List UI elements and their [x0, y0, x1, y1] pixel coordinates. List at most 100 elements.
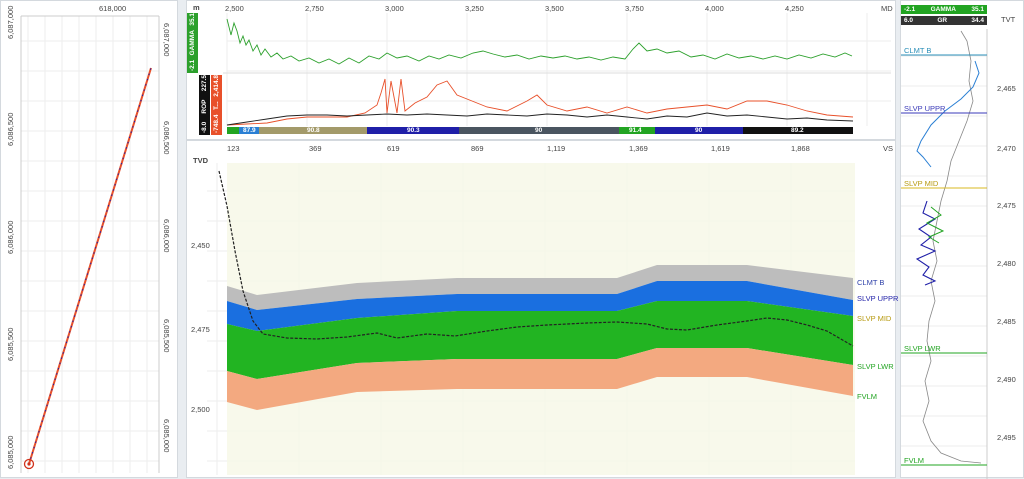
cross-section-panel[interactable]: 123 369 619 869 1,119 1,369 1,619 1,868 … [186, 140, 899, 479]
well-path-line[interactable] [28, 67, 152, 465]
clmt-b-band[interactable] [227, 265, 853, 310]
formation-label-fvlm: FVLM [857, 392, 878, 401]
top-label-slvp-lwr: SLVP LWR [904, 344, 941, 353]
tvt-tick: 2,470 [997, 144, 1016, 153]
map-left-tick: 6,087,000 [6, 5, 15, 39]
rop-curve [226, 112, 854, 126]
gamma-name: GAMMA [189, 30, 196, 56]
tvd-axis-label: TVD [193, 156, 208, 165]
md-unit-label: m [193, 3, 200, 12]
log-tracks-plot[interactable] [187, 1, 897, 141]
gamma-min: -2.1 [189, 59, 196, 71]
tvd-tick: 2,475 [191, 325, 210, 334]
md-tick: 4,000 [705, 4, 724, 13]
vs-tick: 369 [309, 144, 322, 153]
md-tick: 3,500 [545, 4, 564, 13]
tvd-tick: 2,500 [191, 405, 210, 414]
top-label-fvlm: FVLM [904, 456, 925, 465]
t-max: 2,414.8 [213, 75, 220, 97]
map-x-tick: 618,000 [99, 4, 127, 13]
gamma-log-header[interactable]: -2.1 GAMMA 35.1 [901, 5, 987, 14]
log-tracks-panel[interactable]: -2.1 GAMMA 35.1 -8.0 ROP 227.5 -748.4 T.… [186, 0, 896, 140]
md-axis-label: MD [881, 4, 893, 13]
tvt-tick: 2,475 [997, 201, 1016, 210]
type-log-green-curve [925, 206, 945, 244]
formation-label-slvp-mid: SLVP MID [857, 314, 892, 323]
map-right-tick: 6,086,500 [162, 121, 171, 155]
tvt-axis-label: TVT [1001, 15, 1016, 24]
tvd-tick: 2,450 [191, 241, 210, 250]
segment-value: 90 [535, 127, 543, 134]
segment-value: 87.9 [243, 127, 256, 134]
vs-tick: 1,369 [629, 144, 648, 153]
tvt-tick: 2,480 [997, 259, 1016, 268]
formation-label-clmt-b: CLMT B [857, 278, 885, 287]
gr-log-header[interactable]: 6.0 GR 34.4 [901, 16, 987, 25]
top-label-clmt-b: CLMT B [904, 46, 932, 55]
md-tick: 3,000 [385, 4, 404, 13]
tvt-tick: 2,490 [997, 375, 1016, 384]
map-plot[interactable] [1, 1, 179, 479]
gamma-max: 35.1 [189, 13, 196, 26]
slvp-mid-band[interactable] [227, 301, 853, 379]
map-right-tick: 6,085,000 [162, 419, 171, 453]
md-tick: 3,750 [625, 4, 644, 13]
segment-value: 90 [695, 127, 703, 134]
formation-label-slvp-uppr: SLVP UPPR [857, 294, 899, 303]
segment-value: 91.4 [629, 127, 642, 134]
rop-min: -8.0 [201, 121, 208, 133]
vs-tick: 1,619 [711, 144, 730, 153]
gr-header-name: GR [937, 17, 948, 24]
type-log-gray-curve [922, 30, 982, 464]
well-start-marker[interactable] [23, 458, 35, 470]
top-label-slvp-uppr: SLVP UPPR [904, 104, 946, 113]
vs-tick: 1,868 [791, 144, 810, 153]
t-name: T... [213, 101, 220, 110]
map-left-tick: 6,086,000 [6, 220, 15, 254]
md-tick: 2,750 [305, 4, 324, 13]
gamma-curve [226, 18, 853, 65]
map-panel[interactable]: 618,000 6,087,000 6,086,500 6,086,000 6,… [0, 0, 178, 478]
gr-header-min: 6.0 [904, 17, 914, 24]
map-right-tick: 6,085,500 [162, 319, 171, 353]
vs-tick: 619 [387, 144, 400, 153]
rop-track-header[interactable] [199, 75, 210, 135]
map-left-tick: 6,085,500 [6, 327, 15, 361]
formation-label-slvp-lwr: SLVP LWR [857, 362, 894, 371]
tvt-tick: 2,465 [997, 84, 1016, 93]
segment-value: 90.8 [307, 127, 320, 134]
top-label-slvp-mid: SLVP MID [904, 179, 939, 188]
vs-tick: 123 [227, 144, 240, 153]
map-right-tick: 6,087,000 [162, 23, 171, 57]
gamma-header-max: 35.1 [971, 6, 984, 13]
tvt-tick: 2,495 [997, 433, 1016, 442]
t-min: -748.4 [213, 114, 220, 133]
slvp-uppr-band[interactable] [227, 281, 853, 331]
cross-section-plot[interactable] [187, 141, 897, 479]
rop-name: ROP [201, 99, 208, 114]
fvlm-band[interactable] [227, 348, 853, 410]
segment-value: 90.3 [407, 127, 420, 134]
t-track-header[interactable] [211, 75, 222, 135]
md-tick: 4,250 [785, 4, 804, 13]
gr-header-max: 34.4 [971, 17, 984, 24]
vs-axis-label: VS [883, 144, 894, 153]
md-tick: 2,500 [225, 4, 244, 13]
md-tick: 3,250 [465, 4, 484, 13]
type-log-dark-curve [915, 200, 937, 286]
t-curve [226, 78, 854, 126]
type-log-plot[interactable] [901, 1, 1024, 479]
map-left-tick: 6,085,000 [6, 435, 15, 469]
gamma-track-header[interactable] [187, 13, 198, 73]
well-trajectory-line[interactable] [218, 170, 854, 347]
map-right-tick: 6,086,000 [162, 219, 171, 253]
gamma-header-min: -2.1 [904, 6, 916, 13]
segment-value: 89.2 [791, 127, 804, 134]
tvt-tick: 2,485 [997, 317, 1016, 326]
type-log-panel[interactable]: -2.1 GAMMA 35.1 6.0 GR 34.4 CLMT B SLVP … [900, 0, 1024, 479]
type-log-blue-curve [916, 60, 980, 168]
vs-tick: 869 [471, 144, 484, 153]
vs-tick: 1,119 [547, 144, 566, 153]
gamma-header-name: GAMMA [930, 6, 956, 13]
map-left-tick: 6,086,500 [6, 112, 15, 146]
